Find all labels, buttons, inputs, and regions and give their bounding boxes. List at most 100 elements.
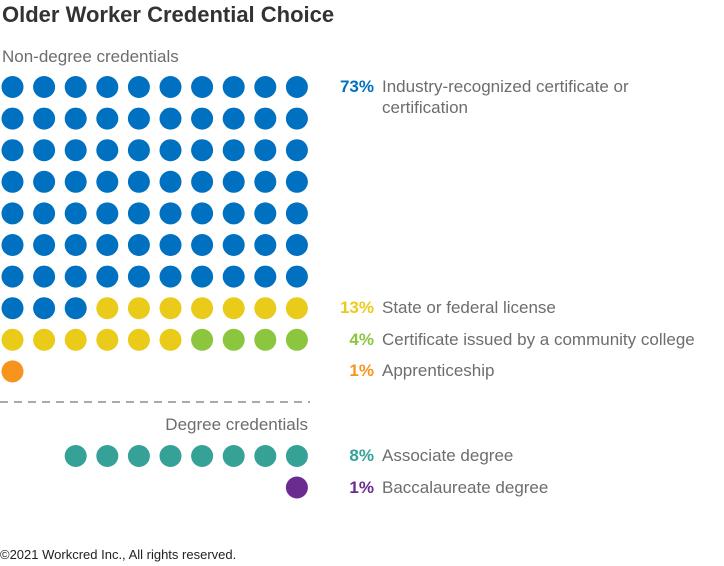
dot [64,170,87,193]
dot [285,202,308,225]
dot [285,265,308,288]
dot [127,170,150,193]
dot [33,202,56,225]
dot [127,76,150,98]
dot [64,234,87,256]
dot [1,139,24,162]
dot [64,328,87,351]
legend-label: Apprenticeship [382,361,495,381]
legend-label: Certificate issued by a community colleg… [382,329,695,349]
dot [285,139,308,162]
dot [191,139,214,162]
dot [222,170,245,193]
dot [33,297,56,320]
dot [159,234,182,256]
dot [96,328,119,351]
dot [254,76,277,98]
dot [33,170,56,193]
dot [222,297,245,320]
dot [285,170,308,193]
dot [222,445,245,467]
dot [64,445,87,467]
dot [254,445,277,467]
dot [285,476,308,499]
legend-label: Industry-recognized certificate or certi… [382,77,629,117]
legend-label: Baccalaureate degree [382,477,549,497]
group-label: Degree credentials [165,415,308,434]
dot [1,170,24,193]
dot [254,139,277,162]
dot [191,328,214,351]
dot [127,139,150,162]
dot [254,297,277,320]
dot [96,76,119,98]
dot [64,265,87,288]
dot [64,297,87,320]
dot [127,202,150,225]
dot [254,265,277,288]
dot [64,139,87,162]
dot [64,76,87,98]
value-label: 73% [339,77,374,96]
dot [159,265,182,288]
dot [1,328,24,351]
dot [33,107,56,130]
chart-title: Older Worker Credential Choice [2,2,335,27]
dot [96,445,119,467]
group-label: Non-degree credentials [2,47,179,66]
dot [96,297,119,320]
dot [222,328,245,351]
dot [222,234,245,256]
dot [96,107,119,130]
dot [64,107,87,130]
dot [191,202,214,225]
dot [222,202,245,225]
dot [1,265,24,288]
dot [159,170,182,193]
dot [254,234,277,256]
dot [127,265,150,288]
dot [159,445,182,467]
dot [1,360,24,383]
dot [96,170,119,193]
dot [1,76,24,98]
dot [159,202,182,225]
dot [159,107,182,130]
dot [191,265,214,288]
dot [191,170,214,193]
dot [159,297,182,320]
dot [33,76,56,98]
dot [33,139,56,162]
dot [33,328,56,351]
dot [96,265,119,288]
dot [191,297,214,320]
dot [191,234,214,256]
dot [159,76,182,98]
dot [64,202,87,225]
dot [254,202,277,225]
dot [285,445,308,467]
dot [285,234,308,256]
dot [127,297,150,320]
dot [96,234,119,256]
value-label: 8% [349,446,374,465]
value-label: 13% [339,298,374,318]
legend-label: Associate degree [382,446,514,465]
dot [96,139,119,162]
dot [159,328,182,351]
dot [222,139,245,162]
dot [222,265,245,288]
value-label: 4% [349,329,374,349]
dot [254,170,277,193]
dot [127,328,150,351]
value-label: 1% [349,477,374,497]
legend-label: State or federal license [382,298,556,318]
dot [191,107,214,130]
dot [33,234,56,256]
dot [96,202,119,225]
value-label: 1% [349,361,374,381]
dot [254,328,277,351]
dot [127,234,150,256]
dot [191,76,214,98]
